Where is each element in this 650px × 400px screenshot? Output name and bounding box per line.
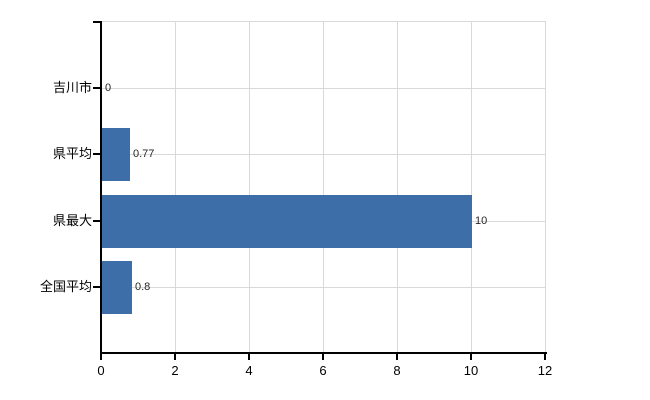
y-axis-tick (93, 21, 100, 23)
x-axis-tick-label: 8 (393, 363, 401, 378)
x-axis-tick-label: 0 (97, 363, 105, 378)
x-axis-tick-label: 2 (171, 363, 179, 378)
x-axis-tick (100, 354, 102, 360)
y-axis-tick (93, 87, 100, 89)
x-axis-tick (544, 354, 546, 360)
category-label: 全国平均 (39, 279, 92, 294)
gridline-horizontal (101, 287, 545, 288)
category-label: 県平均 (52, 146, 92, 161)
x-axis-tick-label: 10 (463, 363, 479, 378)
gridline-vertical (323, 21, 324, 352)
bar (102, 261, 132, 314)
y-axis (100, 21, 102, 354)
gridline-horizontal (101, 154, 545, 155)
x-axis-tick-label: 6 (319, 363, 327, 378)
x-axis-tick-label: 4 (245, 363, 253, 378)
y-axis-tick (93, 286, 100, 288)
gridline-vertical (397, 21, 398, 352)
bar-value-label: 0 (105, 82, 112, 94)
gridline-vertical (545, 21, 546, 352)
bar-value-label: 0.8 (135, 281, 151, 293)
x-axis-tick (470, 354, 472, 360)
bar-value-label: 0.77 (133, 148, 155, 160)
x-axis-tick (248, 354, 250, 360)
x-axis-tick-label: 12 (537, 363, 553, 378)
y-axis-tick (93, 153, 100, 155)
gridline-vertical (471, 21, 472, 352)
bar (102, 128, 130, 181)
gridline-horizontal (101, 88, 545, 89)
category-label: 県最大 (52, 213, 92, 228)
gridline-vertical (175, 21, 176, 352)
bar (102, 195, 472, 248)
x-axis-tick (322, 354, 324, 360)
x-axis (100, 352, 547, 354)
x-axis-tick (396, 354, 398, 360)
category-label: 吉川市 (52, 80, 92, 95)
x-axis-tick (174, 354, 176, 360)
y-axis-tick (93, 220, 100, 222)
gridline-vertical (249, 21, 250, 352)
bar-value-label: 10 (475, 215, 488, 227)
